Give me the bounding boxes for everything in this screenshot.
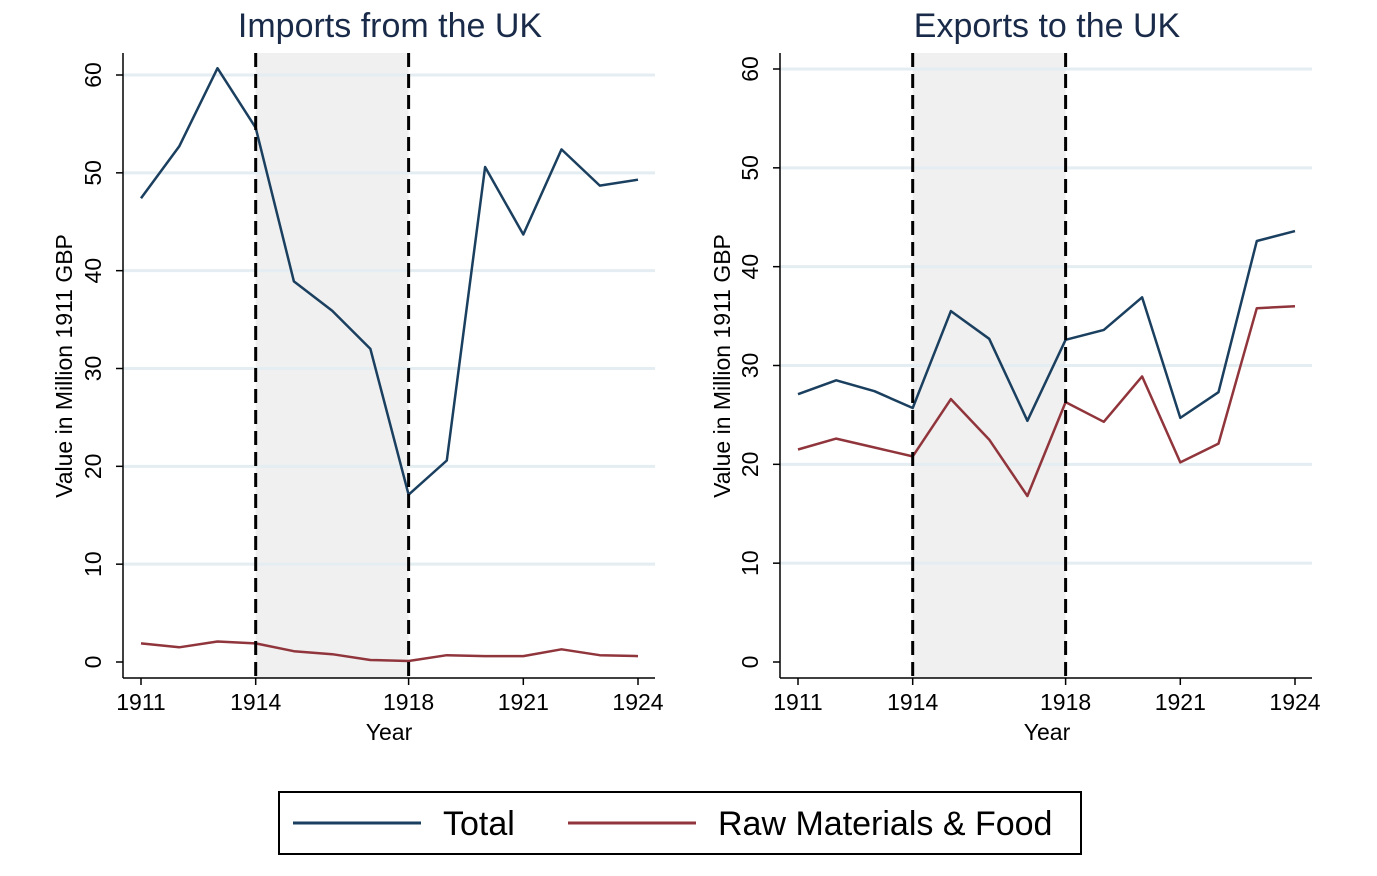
y-tick-label: 0 [737, 656, 763, 669]
series-line-total [139, 66, 639, 496]
legend: Total Raw Materials & Food [278, 791, 1082, 855]
x-tick-label: 1914 [887, 689, 938, 715]
y-tick-label: 40 [80, 258, 106, 284]
y-tick-label: 50 [80, 160, 106, 186]
y-tick-label: 20 [80, 454, 106, 480]
y-tick-label: 30 [80, 356, 106, 382]
y-tick-label: 20 [737, 452, 763, 478]
x-axis-title: Year [366, 719, 413, 745]
x-tick-label: 1918 [1040, 689, 1091, 715]
y-axis-title: Value in Million 1911 GBP [51, 234, 77, 498]
series-line-raw-materials [140, 640, 639, 663]
x-tick-label: 1924 [612, 689, 663, 715]
y-tick-label: 10 [80, 551, 106, 577]
panel-title: Imports from the UK [238, 7, 543, 45]
x-tick-label: 1911 [116, 689, 165, 715]
x-tick-label: 1914 [230, 689, 281, 715]
x-tick-label: 1924 [1269, 689, 1320, 715]
shaded-period [255, 53, 409, 678]
series-line-raw-materials [797, 304, 1296, 498]
x-tick-label: 1921 [498, 689, 549, 715]
exports-panel: 0 10 20 30 40 50 60 1911 1914 1918 1921 1924 Export… [709, 7, 1321, 745]
imports-panel: 0 10 20 30 40 50 60 1911 1914 1918 1921 1924 Import… [51, 7, 664, 745]
legend-label-raw: Raw Materials & Food [718, 805, 1052, 843]
y-tick-label: 50 [737, 155, 763, 181]
x-tick-label: 1921 [1155, 689, 1206, 715]
x-axis-title: Year [1024, 719, 1071, 745]
y-tick-label: 0 [80, 656, 106, 669]
y-axis-title: Value in Million 1911 GBP [709, 234, 735, 498]
y-tick-label: 60 [80, 62, 106, 88]
x-tick-label: 1911 [773, 689, 822, 715]
y-tick-label: 30 [737, 353, 763, 379]
y-tick-label: 40 [737, 254, 763, 280]
panel-title: Exports to the UK [914, 7, 1181, 45]
series-line-total [797, 229, 1296, 423]
x-tick-label: 1918 [383, 689, 434, 715]
y-tick-label: 60 [737, 56, 763, 82]
y-tick-label: 10 [737, 550, 763, 576]
legend-label-total: Total [443, 805, 515, 843]
